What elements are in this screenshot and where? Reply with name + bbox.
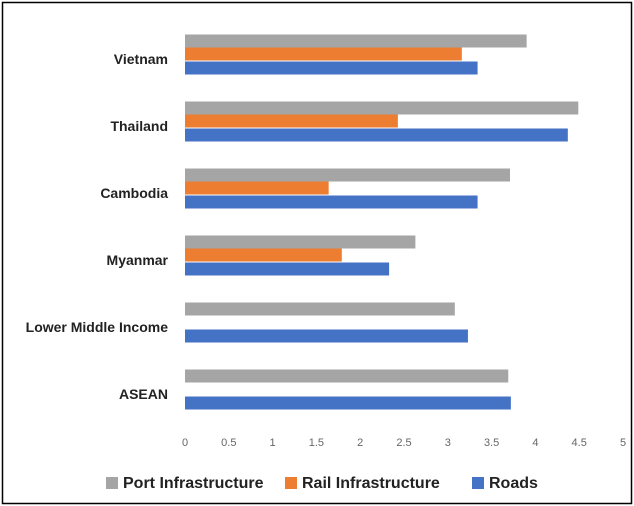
legend-swatch (472, 477, 484, 489)
bar (185, 168, 510, 182)
x-tick-label: 2.5 (396, 437, 411, 449)
bar (185, 302, 455, 316)
x-tick-label: 0 (182, 437, 188, 449)
bar (185, 61, 478, 75)
x-tick-label: 4.5 (572, 437, 587, 449)
x-tick-label: 1 (270, 437, 276, 449)
legend-swatch (106, 477, 118, 489)
x-tick-label: 5 (620, 437, 626, 449)
bar (185, 101, 579, 115)
bar (185, 195, 478, 209)
x-tick-label: 1.5 (309, 437, 324, 449)
y-tick-label: Myanmar (107, 252, 169, 268)
legend-label: Rail Infrastructure (302, 475, 440, 492)
legend-label: Port Infrastructure (123, 475, 264, 492)
x-tick-label: 0.5 (221, 437, 236, 449)
bar (185, 262, 390, 276)
legend-label: Roads (489, 475, 538, 492)
bar (185, 47, 462, 61)
bar (185, 114, 398, 128)
bar (185, 248, 342, 262)
x-tick-label: 2 (357, 437, 363, 449)
x-tick-label: 3 (445, 437, 451, 449)
y-tick-label: ASEAN (119, 386, 168, 402)
bar (185, 235, 416, 249)
legend-swatch (285, 477, 297, 489)
x-tick-label: 4 (532, 437, 538, 449)
bar (185, 181, 329, 195)
y-tick-label: Cambodia (100, 185, 168, 201)
y-tick-label: Lower Middle Income (26, 319, 169, 335)
bar (185, 329, 468, 343)
bar (185, 369, 509, 383)
x-tick-label: 3.5 (484, 437, 499, 449)
bar (185, 34, 527, 48)
bar (185, 128, 568, 142)
y-tick-label: Thailand (110, 118, 168, 134)
y-tick-label: Vietnam (114, 51, 168, 67)
bar (185, 396, 511, 410)
